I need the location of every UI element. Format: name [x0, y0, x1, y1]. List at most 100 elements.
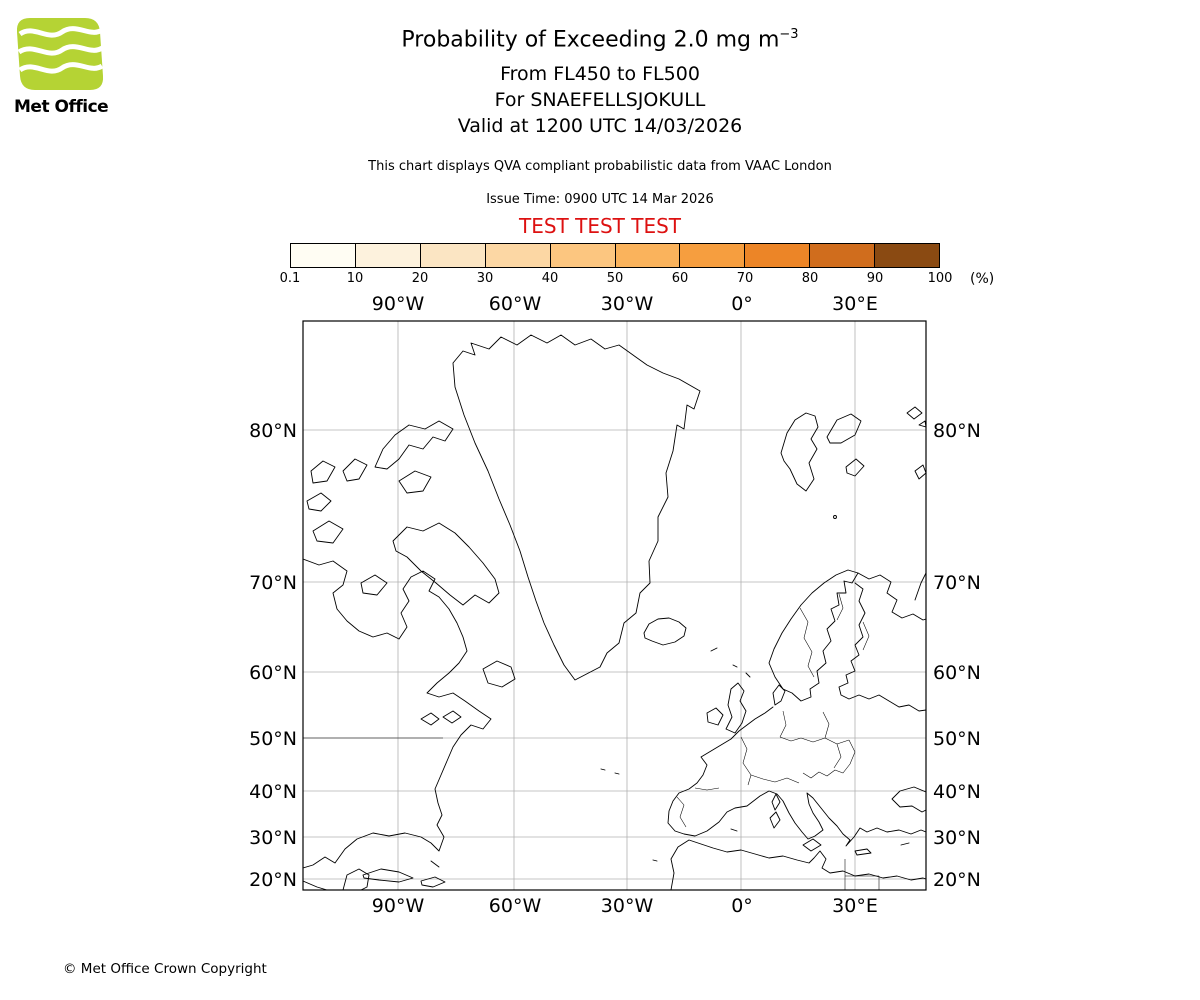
y-axis-label-left: 30°N	[249, 827, 297, 849]
x-axis-label-bottom: 30°W	[601, 895, 654, 917]
border-alps	[750, 774, 800, 784]
logo-wave-icon	[17, 44, 104, 56]
colorbar-tick-label: 20	[411, 271, 429, 286]
y-axis-label-left: 80°N	[249, 420, 297, 442]
y-axis-label-right: 50°N	[933, 728, 981, 750]
subtitle-volcano: For SNAEFELLSJOKULL	[494, 89, 706, 111]
coastline-madeira	[652, 859, 658, 862]
coastline-denmark	[772, 684, 786, 706]
coastline-franz-josef	[918, 420, 926, 428]
coastline-svalbard	[780, 412, 819, 492]
y-axis-label-left: 50°N	[249, 728, 297, 750]
coastline-cyprus	[900, 842, 910, 846]
border-finland-russia	[862, 621, 870, 651]
colorbar-segment	[810, 244, 876, 267]
map-canvas: 90°W 60°W 30°W 0° 30°E 90°W 60°W 30°W 0°…	[249, 293, 981, 917]
y-axis-label-right: 20°N	[933, 869, 981, 891]
coastline-arctic-island	[306, 492, 332, 512]
coastline-jan-mayen	[710, 647, 718, 652]
x-axis-label-bottom: 60°W	[489, 895, 542, 917]
coastline-franz-josef	[906, 406, 923, 420]
coastline-ellesmere	[374, 420, 454, 470]
x-axis-label-bottom: 30°E	[832, 895, 878, 917]
coastline-bear-island	[833, 515, 837, 519]
met-office-logo: Met Office	[14, 16, 109, 117]
y-axis-label-left: 70°N	[249, 572, 297, 594]
colorbar-tick-label: 50	[606, 271, 624, 286]
border-germany-poland	[779, 710, 787, 738]
page-title-exponent: −3	[779, 27, 799, 42]
border-norway-sweden	[799, 607, 815, 678]
logo-wave-icon	[18, 26, 104, 38]
coastline-arctic-isle-east	[914, 464, 926, 480]
logo-wave-icon	[18, 62, 104, 74]
colorbar-tick-label: 90	[866, 271, 884, 286]
colorbar-segment	[615, 244, 681, 267]
border-east-europe	[800, 737, 850, 745]
coastline-finland-baltic	[838, 582, 926, 712]
coastline-faroe	[732, 664, 738, 668]
coastline-baffin-island	[392, 522, 500, 606]
coastline-sardinia	[769, 811, 781, 829]
coastline-victoria-island	[312, 520, 344, 544]
colorbar-segment	[680, 244, 746, 267]
map-axis-labels: 90°W 60°W 30°W 0° 30°E 90°W 60°W 30°W 0°…	[249, 293, 981, 917]
border-central-europe	[779, 736, 802, 742]
colorbar-tick-label: 70	[736, 271, 754, 286]
x-axis-label-top: 90°W	[372, 293, 425, 315]
x-axis-label-top: 30°E	[832, 293, 878, 315]
colorbar-tick-label: 40	[541, 271, 559, 286]
coastline-novaya-zemlya	[914, 572, 926, 601]
coastline-azores	[600, 768, 620, 775]
map-gridlines	[303, 321, 926, 890]
y-axis-label-right: 60°N	[933, 662, 981, 684]
x-axis-label-top: 0°	[731, 293, 753, 315]
coastline-corsica	[771, 793, 781, 811]
colorbar-segment	[291, 244, 356, 267]
copyright-notice: © Met Office Crown Copyright	[63, 961, 267, 977]
coastline-iceland	[643, 617, 687, 646]
colorbar-unit-label: (%)	[970, 271, 995, 287]
border-france-east	[740, 736, 752, 786]
coastline-black-sea	[891, 786, 926, 813]
coastline-ireland	[706, 707, 724, 726]
y-axis-label-right: 80°N	[933, 420, 981, 442]
colorbar-segment	[420, 244, 486, 267]
map-frame	[302, 320, 927, 891]
coastline-sicily	[802, 838, 822, 852]
border-poland-east	[822, 711, 830, 739]
coastline-shetland	[745, 672, 751, 678]
qva-note: This chart displays QVA compliant probab…	[368, 159, 832, 174]
y-axis-label-left: 60°N	[249, 662, 297, 684]
border-iberia	[676, 796, 687, 828]
coastline-great-lakes	[420, 712, 440, 726]
coastline-africa-north	[670, 839, 926, 890]
coastline-arctic-island	[310, 460, 336, 484]
colorbar-segment	[485, 244, 551, 267]
coastline-europe-west-med	[667, 706, 926, 847]
page-title-main: Probability of Exceeding 2.0 mg m	[401, 27, 780, 53]
coastline-hispaniola	[420, 876, 446, 888]
coastline-svalbard-ne	[826, 413, 862, 444]
colorbar-segment	[875, 244, 940, 267]
coastline-greenland	[452, 334, 701, 681]
coastline-svalbard-s	[845, 458, 865, 477]
coastline-north-america	[303, 558, 492, 869]
colorbar-tick-label: 10	[346, 271, 364, 286]
coastline-devon-island	[398, 470, 432, 494]
coastline-kola-white-sea	[857, 572, 926, 621]
issue-time: Issue Time: 0900 UTC 14 Mar 2026	[486, 192, 714, 207]
y-axis-label-right: 40°N	[933, 781, 981, 803]
y-axis-label-right: 30°N	[933, 827, 981, 849]
colorbar-tick-labels: 0.1 10 20 30 40 50 60 70 80 90 100	[280, 271, 953, 287]
coastline-scandinavia	[768, 569, 859, 702]
met-office-logo-text: Met Office	[14, 97, 109, 117]
coastline-great-lakes	[442, 710, 462, 724]
colorbar-tick-label: 80	[801, 271, 819, 286]
coastline-arctic-island	[342, 458, 368, 482]
coastline-crete	[854, 848, 872, 856]
colorbar-tick-label: 60	[671, 271, 689, 286]
y-axis-label-right: 70°N	[933, 572, 981, 594]
probability-colorbar	[290, 243, 940, 268]
coastline-great-britain	[725, 682, 747, 734]
